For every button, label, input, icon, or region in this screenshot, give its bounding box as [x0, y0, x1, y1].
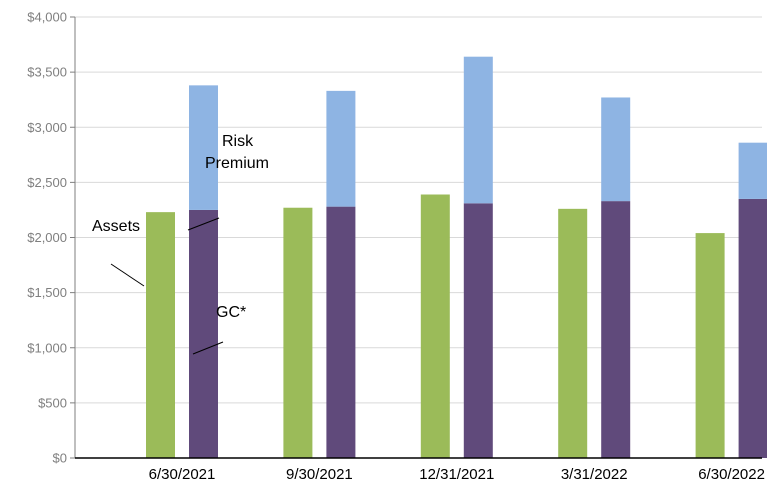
x-tick-label: 9/30/2021: [286, 466, 353, 483]
bar-risk-premium: [326, 90, 356, 207]
gc-annotation: GC*: [216, 304, 246, 321]
bar-assets: [146, 212, 175, 458]
bar-assets: [283, 207, 313, 458]
assets-annotation: Assets: [92, 218, 140, 235]
y-tick-label: $1,000: [27, 340, 67, 355]
bar-risk-premium: [601, 97, 631, 202]
x-tick-label: 3/31/2022: [561, 466, 628, 483]
bar-gc: [326, 206, 356, 458]
bar-risk-premium: [463, 56, 493, 204]
y-tick-label: $2,500: [27, 175, 67, 190]
bar-gc: [189, 209, 218, 458]
bar-assets: [695, 233, 725, 458]
y-tick-label: $3,000: [27, 120, 67, 135]
annotations: Assets Risk Premium GC*: [92, 133, 269, 355]
x-tick-label: 12/31/2021: [419, 466, 494, 483]
y-tick-label: $500: [38, 395, 67, 410]
bar-gc: [738, 198, 767, 458]
gc-leader-line: [192, 341, 224, 355]
y-axis: $0 $500 $1,000 $1,500 $2,000 $2,500 $3,000 $3,5…: [27, 10, 76, 466]
x-tick-label: 6/30/2022: [698, 466, 765, 483]
bar-assets: [558, 208, 588, 458]
bars: [146, 56, 767, 458]
bar-risk-premium: [738, 142, 767, 199]
x-tick-label: 6/30/2021: [149, 466, 216, 483]
risk-premium-leader-line: [187, 217, 220, 231]
y-tick-label: $4,000: [27, 10, 67, 25]
risk-premium-annotation-line2: Premium: [205, 155, 269, 172]
y-tick-label: $0: [53, 451, 67, 466]
y-tick-label: $1,500: [27, 285, 67, 300]
risk-premium-annotation-line1: Risk: [222, 133, 254, 150]
x-axis: 6/30/2021 9/30/2021 12/31/2021 3/31/2022 6/3…: [75, 457, 765, 483]
bar-risk-premium: [189, 85, 218, 210]
gridlines: [75, 16, 762, 404]
bar-gc: [601, 201, 631, 458]
y-tick-label: $3,500: [27, 65, 67, 80]
bar-gc: [463, 203, 493, 458]
bar-assets: [420, 194, 450, 458]
y-tick-label: $2,000: [27, 230, 67, 245]
assets-leader-line: [110, 263, 145, 287]
